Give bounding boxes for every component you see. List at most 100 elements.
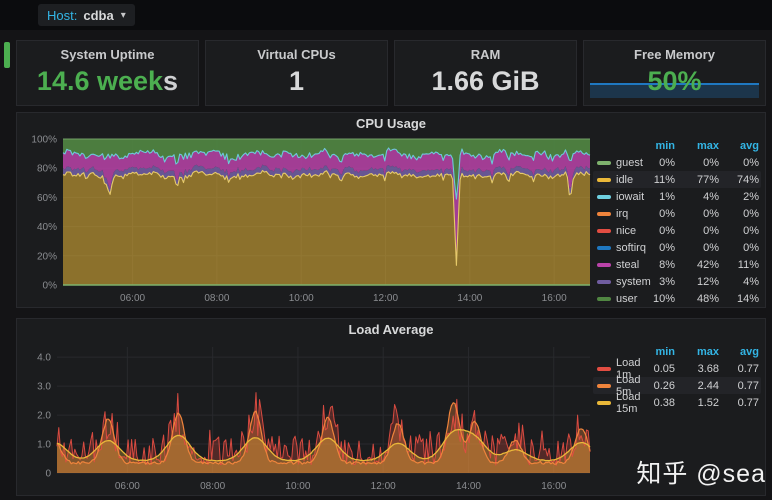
legend-series-irq[interactable]: irq 0% 0% 0% xyxy=(593,205,761,222)
series-avg: 0% xyxy=(743,224,759,237)
series-color-swatch xyxy=(597,160,611,165)
x-axis-tick-label: 16:00 xyxy=(542,293,567,304)
series-color-swatch xyxy=(597,228,611,233)
cpu-usage-panel: CPU Usage 0% 20% 40% 60% 80% 100% 06:00 08:00 10… xyxy=(16,112,766,308)
series-avg: 0% xyxy=(743,156,759,169)
stat-value: 50% xyxy=(647,68,701,95)
series-max: 77% xyxy=(696,173,719,186)
series-max: 48% xyxy=(696,292,719,305)
legend-series-user[interactable]: user 10% 48% 14% xyxy=(593,290,761,307)
series-max: 12% xyxy=(696,275,719,288)
cpu-usage-chart[interactable]: 0% 20% 40% 60% 80% 100% 06:00 08:00 10:00 12:00 14… xyxy=(17,135,593,307)
series-name: system xyxy=(616,275,651,288)
legend-series-load-15m[interactable]: Load 15m 0.38 1.52 0.77 xyxy=(593,391,761,415)
series-min: 3% xyxy=(659,275,675,288)
watermark: 知乎 @sea xyxy=(636,460,766,488)
series-name: irq xyxy=(616,207,629,220)
series-min: 0% xyxy=(659,241,675,254)
series-min: 0.26 xyxy=(653,379,675,392)
y-axis-tick-label: 100% xyxy=(31,135,57,146)
free-memory-sparkline xyxy=(590,83,759,98)
load-average-panel-title[interactable]: Load Average xyxy=(348,322,434,337)
series-max: 42% xyxy=(696,258,719,271)
series-avg: 4% xyxy=(743,275,759,288)
stat-title: Virtual CPUs xyxy=(257,47,336,62)
series-min: 10% xyxy=(652,292,675,305)
series-name: softirq xyxy=(616,241,646,254)
series-color-swatch xyxy=(597,383,611,388)
stat-value-number: 50% xyxy=(647,66,702,96)
x-axis-tick-label: 14:00 xyxy=(456,481,481,492)
series-avg: 0.77 xyxy=(737,396,759,409)
row-expand-indicator[interactable] xyxy=(4,42,10,68)
series-name: Load 1m xyxy=(616,356,641,381)
series-name: idle xyxy=(616,173,634,186)
stat-value: 14.6 weeks xyxy=(37,68,178,95)
series-color-swatch xyxy=(597,279,611,284)
legend-series-guest[interactable]: guest 0% 0% 0% xyxy=(593,154,761,171)
series-name: Load 5m xyxy=(616,373,641,398)
stat-value-number: 1 xyxy=(288,66,305,96)
series-avg: 0% xyxy=(743,207,759,220)
stat-panel-free-memory: Free Memory 50% xyxy=(583,40,766,106)
series-min: 8% xyxy=(659,258,675,271)
legend-header: min max avg xyxy=(655,139,759,152)
series-avg: 0% xyxy=(743,241,759,254)
x-axis-tick-label: 10:00 xyxy=(289,293,314,304)
host-template-selector[interactable]: Host: cdba ▾ xyxy=(38,4,135,26)
stat-title: RAM xyxy=(470,47,501,62)
x-axis-tick-label: 06:00 xyxy=(115,481,140,492)
load-average-panel: Load Average 0 1.0 2.0 3.0 4.0 06:00 08:00 10:0… xyxy=(16,318,766,496)
series-min: 0.38 xyxy=(653,396,675,409)
cpu-usage-panel-title[interactable]: CPU Usage xyxy=(355,116,427,131)
series-name: steal xyxy=(616,258,640,271)
y-axis-tick-label: 0% xyxy=(43,281,58,292)
y-axis-tick-label: 2.0 xyxy=(37,411,51,422)
series-name: Load 15m xyxy=(616,390,641,415)
y-axis-tick-label: 20% xyxy=(37,251,57,262)
x-axis-tick-label: 12:00 xyxy=(373,293,398,304)
series-name: iowait xyxy=(616,190,645,203)
x-axis-tick-label: 16:00 xyxy=(541,481,566,492)
y-axis-tick-label: 1.0 xyxy=(37,440,51,451)
y-axis-tick-label: 3.0 xyxy=(37,382,51,393)
series-avg: 2% xyxy=(743,190,759,203)
series-color-swatch xyxy=(597,366,611,371)
series-min: 1% xyxy=(659,190,675,203)
legend-series-softirq[interactable]: softirq 0% 0% 0% xyxy=(593,239,761,256)
legend-series-system[interactable]: system 3% 12% 4% xyxy=(593,273,761,290)
legend-series-steal[interactable]: steal 8% 42% 11% xyxy=(593,256,761,273)
series-color-swatch xyxy=(597,177,611,182)
series-max: 4% xyxy=(703,190,719,203)
series-color-swatch xyxy=(597,296,611,301)
series-avg: 0.77 xyxy=(737,379,759,392)
stat-panel-virtual-cpus: Virtual CPUs 1 xyxy=(205,40,388,106)
series-color-swatch xyxy=(597,194,611,199)
legend-series-nice[interactable]: nice 0% 0% 0% xyxy=(593,222,761,239)
host-selector-value: cdba xyxy=(83,7,114,23)
series-color-swatch xyxy=(597,262,611,267)
y-axis-tick-label: 0 xyxy=(45,469,51,480)
series-min: 0.05 xyxy=(653,362,675,375)
host-selector-label: Host: xyxy=(47,7,78,23)
series-color-swatch xyxy=(597,400,611,405)
x-axis-tick-label: 08:00 xyxy=(200,481,225,492)
series-name: user xyxy=(616,292,638,305)
legend-series-iowait[interactable]: iowait 1% 4% 2% xyxy=(593,188,761,205)
series-min: 11% xyxy=(653,173,675,186)
chevron-down-icon: ▾ xyxy=(120,9,126,21)
stat-value-number: 14.6 week xyxy=(36,66,164,96)
y-axis-tick-label: 4.0 xyxy=(37,353,51,364)
series-name: guest xyxy=(616,156,643,169)
top-navbar: Host: cdba ▾ xyxy=(0,0,772,30)
legend-series-load-1m[interactable]: Load 1m 0.05 3.68 0.77 xyxy=(593,357,761,381)
load-average-chart[interactable]: 0 1.0 2.0 3.0 4.0 06:00 08:00 10:00 12:00 14:00 16… xyxy=(17,341,593,495)
series-avg: 0.77 xyxy=(737,362,759,375)
stat-title: System Uptime xyxy=(60,47,155,62)
legend-series-idle[interactable]: idle 11% 77% 74% xyxy=(593,171,761,188)
legend-series-load-5m[interactable]: Load 5m 0.26 2.44 0.77 xyxy=(593,374,761,398)
stat-panel-ram: RAM 1.66 GiB xyxy=(394,40,577,106)
series-color-swatch xyxy=(597,245,611,250)
series-min: 0% xyxy=(659,224,675,237)
stat-panel-system-uptime: System Uptime 14.6 weeks xyxy=(16,40,199,106)
